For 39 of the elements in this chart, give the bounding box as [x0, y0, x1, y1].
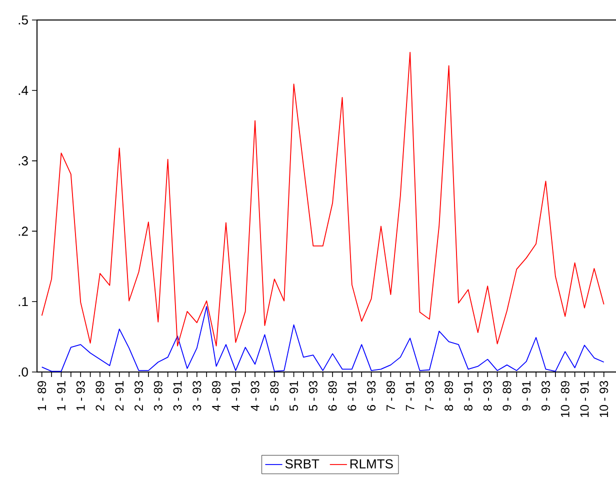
x-tick-label: 5 - 91 — [290, 381, 298, 411]
x-tick-label: 10 - 89 — [560, 381, 570, 417]
x-tick-label: 2 - 89 — [96, 381, 104, 411]
x-tick-label: 1 - 89 — [38, 381, 46, 410]
y-tick-label: .2 — [18, 226, 28, 236]
x-tick-label: 2 - 93 — [134, 381, 143, 411]
x-tick-label: 1 - 91 — [56, 381, 66, 410]
x-tick-label: 6 - 93 — [367, 381, 376, 411]
x-tick-label: 6 - 91 — [348, 381, 356, 411]
x-tick-label: 4 - 93 — [250, 381, 260, 411]
x-tick-label: 9 - 93 — [541, 381, 550, 411]
x-tick-label: 8 - 89 — [444, 381, 454, 411]
y-tick-label: .3 — [18, 156, 28, 166]
x-tick-label: 4 - 89 — [212, 381, 221, 411]
y-tick-label: .0 — [18, 367, 28, 377]
x-tick-label: 7 - 89 — [386, 381, 395, 411]
x-tick-label: 3 - 91 — [173, 381, 182, 411]
x-tick-label: 9 - 89 — [502, 381, 512, 411]
x-tick-label: 8 - 91 — [464, 381, 472, 411]
x-tick-label: 10 - 93 — [600, 381, 608, 417]
x-tick-label: 3 - 93 — [192, 381, 202, 411]
x-tick-label: 1 - 93 — [76, 381, 85, 410]
x-tick-label: 9 - 91 — [522, 381, 531, 411]
line-series — [41, 52, 604, 346]
y-tick-label: .1 — [18, 297, 28, 306]
legend-label: RLMTS — [350, 459, 393, 468]
y-tick-label: .5 — [18, 15, 28, 25]
legend-label: SRBT — [285, 459, 320, 468]
x-tick-label: 2 - 91 — [115, 381, 124, 411]
x-tick-label: 8 - 93 — [483, 381, 492, 411]
y-tick-label: .4 — [18, 86, 28, 95]
x-tick-label: 6 - 89 — [328, 381, 337, 411]
x-tick-label: 5 - 89 — [270, 381, 279, 411]
x-tick-label: 3 - 89 — [154, 381, 162, 411]
x-tick-label: 7 - 91 — [406, 381, 414, 411]
x-tick-label: 5 - 93 — [308, 381, 318, 411]
x-tick-label: 4 - 91 — [231, 381, 240, 411]
x-tick-label: 10 - 91 — [580, 381, 589, 417]
x-tick-label: 7 - 93 — [425, 381, 434, 411]
